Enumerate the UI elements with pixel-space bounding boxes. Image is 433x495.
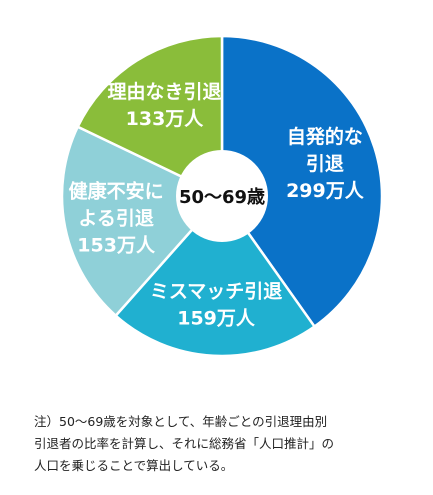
slice-name-label-1: 自発的な — [287, 125, 363, 148]
center-label: 50〜69歳 — [179, 187, 265, 208]
footnote-line-3: 人口を乗じることで算出している。 — [34, 458, 234, 473]
donut-hole — [176, 150, 268, 242]
footnote-line-2: 引退者の比率を計算し、それに総務省「人口推計」の — [34, 436, 335, 451]
footnote-line-1: 注）50〜69歳を対象として、年齢ごとの引退理由別 — [34, 414, 328, 429]
pie-slice-4 — [76, 34, 224, 198]
slice-name-label-2: ミスマッチ引退 — [150, 280, 282, 302]
pie-slice-1 — [220, 34, 384, 329]
slice-value-label-4: 133万人 — [126, 108, 205, 130]
slice-value-label-3: 153万人 — [77, 234, 156, 256]
slice-value-label-1: 299万人 — [286, 180, 365, 202]
slice-name-label-1: 引退 — [306, 153, 344, 175]
slice-name-label-3: 健康不安に — [69, 179, 164, 202]
donut-slices — [60, 34, 384, 358]
slice-value-label-2: 159万人 — [177, 307, 256, 329]
footnote: 注）50〜69歳を対象として、年齢ごとの引退理由別 引退者の比率を計算し、それに… — [34, 411, 424, 477]
slice-name-label-3: よる引退 — [78, 207, 153, 229]
pie-slice-3 — [60, 125, 225, 318]
slice-name-label-4: 理由なき引退 — [107, 80, 221, 103]
pie-slice-2 — [113, 193, 317, 358]
